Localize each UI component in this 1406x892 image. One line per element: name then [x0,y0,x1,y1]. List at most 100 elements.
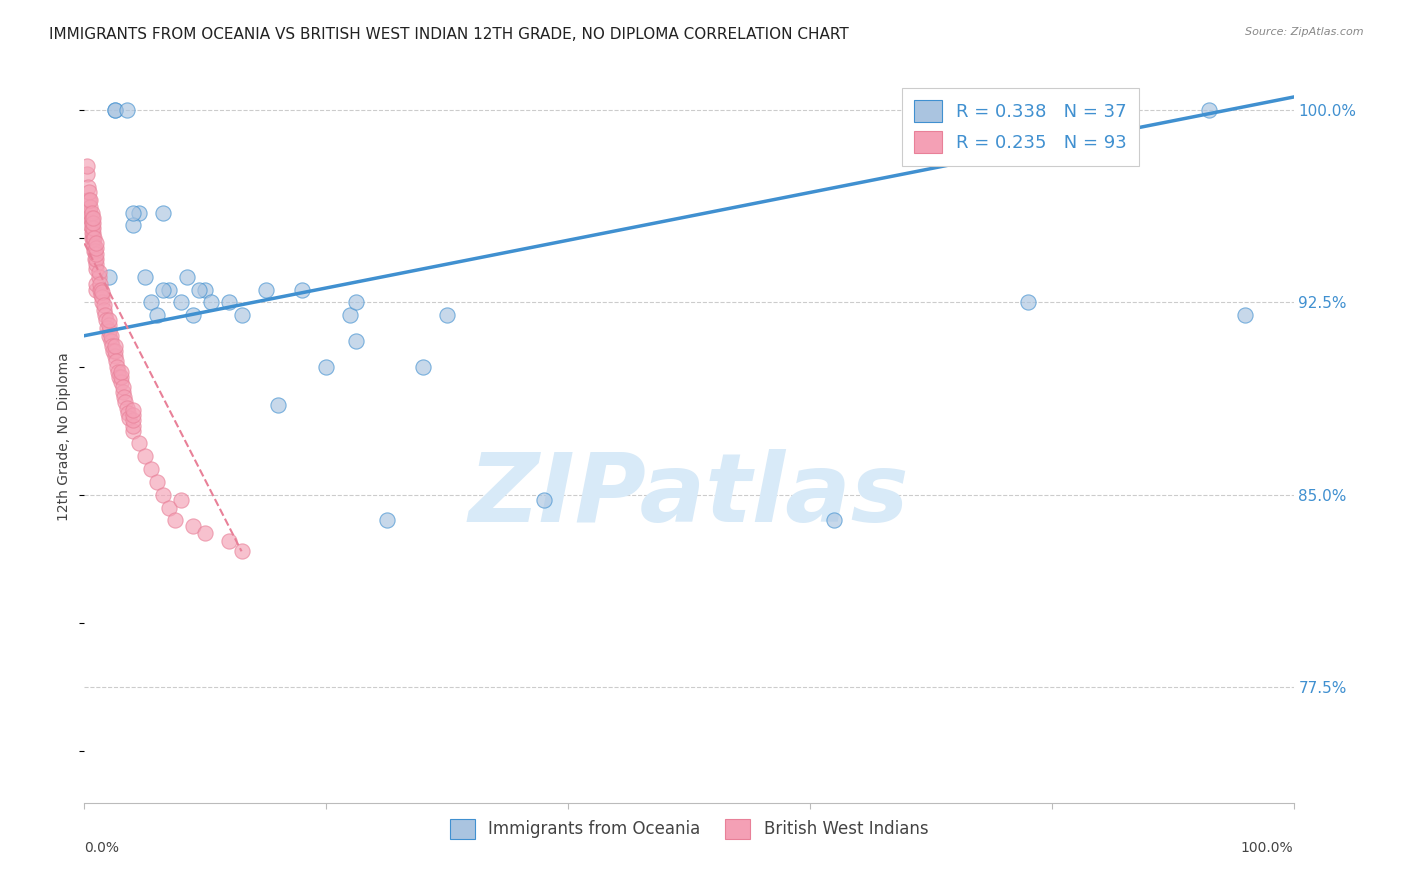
Point [146,308,169,322]
Point [90,283,112,297]
Point [115,401,138,415]
Point [97,318,120,333]
Point [823,514,845,528]
Point [121,205,143,219]
Point [105,359,128,374]
Point [94,313,117,327]
Point [96,321,118,335]
Point [152,283,174,297]
Point [80,226,103,240]
Point [77,185,100,199]
Point [77,193,100,207]
Point [104,344,127,359]
Point [110,365,132,379]
Point [89,277,111,292]
Point [170,492,193,507]
Point [165,514,187,528]
Point [267,398,290,412]
Point [218,534,240,549]
Point [121,418,143,433]
Point [176,269,198,284]
Point [181,518,204,533]
Point [107,365,129,379]
Point [77,205,100,219]
Point [339,308,361,322]
Point [79,205,101,219]
Point [80,231,103,245]
Point [115,103,138,117]
Point [1234,308,1257,322]
Point [139,462,162,476]
Point [112,385,135,400]
Point [104,103,127,117]
Point [82,221,104,235]
Point [157,283,180,297]
Point [76,159,98,173]
Point [412,359,434,374]
Point [84,252,107,266]
Point [87,269,110,284]
Point [104,339,127,353]
Text: IMMIGRANTS FROM OCEANIA VS BRITISH WEST INDIAN 12TH GRADE, NO DIPLOMA CORRELATIO: IMMIGRANTS FROM OCEANIA VS BRITISH WEST … [49,27,849,42]
Point [152,205,174,219]
Point [91,285,114,299]
Point [117,406,139,420]
Point [108,369,131,384]
Point [93,298,115,312]
Point [121,409,143,423]
Point [194,283,217,297]
Point [346,295,368,310]
Point [82,226,104,240]
Point [91,290,114,304]
Legend: Immigrants from Oceania, British West Indians: Immigrants from Oceania, British West In… [443,812,935,846]
Point [1198,103,1220,117]
Point [86,236,108,251]
Point [100,328,122,343]
Point [291,283,314,297]
Point [104,103,127,117]
Point [86,257,108,271]
Point [128,205,150,219]
Point [79,211,101,225]
Point [121,219,143,233]
Point [97,269,120,284]
Point [79,200,101,214]
Point [101,339,124,353]
Point [231,544,253,558]
Point [152,488,174,502]
Point [146,475,169,489]
Point [76,167,98,181]
Point [87,264,110,278]
Point [86,262,108,277]
Point [194,526,217,541]
Y-axis label: 12th Grade, No Diploma: 12th Grade, No Diploma [58,352,72,522]
Point [90,287,112,301]
Point [139,295,162,310]
Text: ZIPatlas: ZIPatlas [468,449,910,542]
Point [181,308,204,322]
Point [134,269,156,284]
Point [86,252,108,266]
Point [83,244,105,258]
Point [80,205,103,219]
Point [200,295,222,310]
Text: 0.0%: 0.0% [84,841,120,855]
Point [170,295,193,310]
Point [112,380,135,394]
Point [97,313,120,327]
Point [84,244,107,258]
Point [375,514,398,528]
Point [80,216,103,230]
Point [82,216,104,230]
Point [104,349,127,363]
Point [254,283,277,297]
Point [79,219,101,233]
Point [134,450,156,464]
Point [79,193,101,207]
Point [110,369,132,384]
Point [315,359,337,374]
Point [1017,295,1039,310]
Point [346,334,368,348]
Point [112,390,135,404]
Point [83,239,105,253]
